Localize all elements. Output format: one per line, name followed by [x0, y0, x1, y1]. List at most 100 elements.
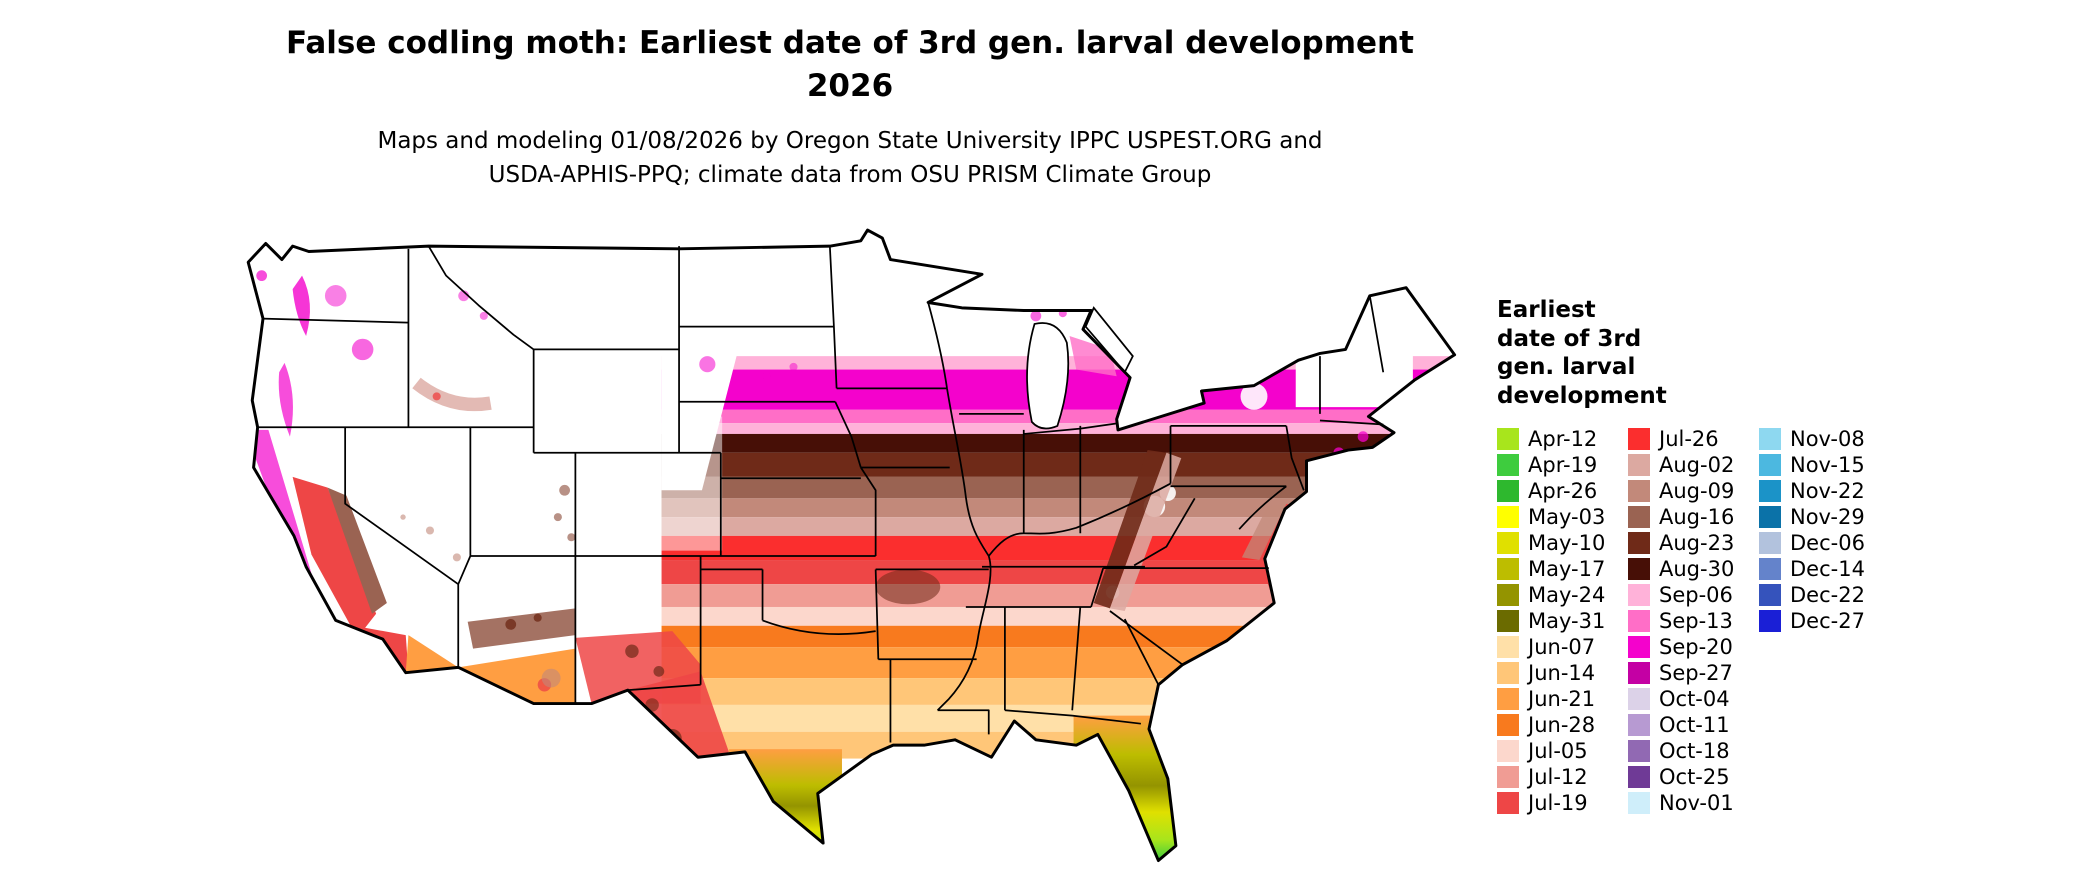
legend-swatch [1628, 428, 1650, 451]
legend-label: Oct-18 [1659, 739, 1730, 764]
legend-swatch [1628, 454, 1650, 477]
legend-swatch [1759, 610, 1781, 633]
legend-entry: Sep-20 [1628, 634, 1759, 660]
legend-entry: Jun-28 [1497, 712, 1628, 738]
legend-label: Jun-07 [1528, 635, 1596, 660]
legend-title-line3: gen. larval [1497, 354, 1636, 381]
legend-swatch [1628, 688, 1650, 711]
legend-swatch [1628, 636, 1650, 659]
legend-entry: Nov-15 [1759, 452, 1890, 478]
legend-label: Dec-06 [1790, 531, 1865, 556]
figure-title-line1: False codling moth: Earliest date of 3rd… [286, 25, 1414, 61]
legend-entry: Apr-12 [1497, 426, 1628, 452]
figure-subtitle: Maps and modeling 01/08/2026 by Oregon S… [0, 124, 1700, 193]
legend-label: Oct-25 [1659, 765, 1730, 790]
legend-label: Jul-12 [1528, 765, 1588, 790]
us-outline [246, 228, 1457, 862]
legend-entry: Jul-05 [1497, 738, 1628, 764]
legend-label: Dec-22 [1790, 583, 1865, 608]
legend-entry: Jul-19 [1497, 790, 1628, 816]
legend-label: May-24 [1528, 583, 1606, 608]
legend-entry: Dec-22 [1759, 582, 1890, 608]
legend-entry: May-17 [1497, 556, 1628, 582]
legend-swatch [1497, 480, 1519, 503]
legend-label: Oct-04 [1659, 687, 1730, 712]
legend-label: Nov-01 [1659, 791, 1734, 816]
lake-michigan [1026, 322, 1070, 430]
legend-entry: Oct-18 [1628, 738, 1759, 764]
legend-label: Aug-23 [1659, 531, 1735, 556]
legend-entry: Aug-09 [1628, 478, 1759, 504]
legend-entry: May-31 [1497, 608, 1628, 634]
legend-label: Sep-13 [1659, 609, 1733, 634]
legend-swatch [1497, 428, 1519, 451]
legend-label: Oct-11 [1659, 713, 1730, 738]
legend-label: Jun-14 [1528, 661, 1596, 686]
legend-label: Nov-22 [1790, 479, 1865, 504]
legend-entry: Oct-04 [1628, 686, 1759, 712]
legend-swatch [1759, 454, 1781, 477]
legend-swatch [1497, 584, 1519, 607]
legend-entry: May-24 [1497, 582, 1628, 608]
map-fill [248, 230, 1455, 861]
legend-label: Dec-14 [1790, 557, 1865, 582]
legend-label: Apr-19 [1528, 453, 1598, 478]
legend-entry: Jun-14 [1497, 660, 1628, 686]
legend-entry: May-10 [1497, 530, 1628, 556]
legend-label: May-03 [1528, 505, 1606, 530]
legend-label: Jun-21 [1528, 687, 1596, 712]
legend-label: Aug-16 [1659, 505, 1735, 530]
legend-swatch [1497, 454, 1519, 477]
legend-label: Sep-27 [1659, 661, 1733, 686]
legend-label: May-31 [1528, 609, 1606, 634]
legend-entry: May-03 [1497, 504, 1628, 530]
legend-label: May-10 [1528, 531, 1606, 556]
legend-swatch [1628, 792, 1650, 815]
legend-label: Jul-05 [1528, 739, 1588, 764]
legend-label: Dec-27 [1790, 609, 1865, 634]
legend-label: Nov-15 [1790, 453, 1865, 478]
legend-swatch [1628, 532, 1650, 555]
legend-swatch [1759, 584, 1781, 607]
legend-entry: Nov-29 [1759, 504, 1890, 530]
legend-label: Nov-29 [1790, 505, 1865, 530]
legend-swatch [1497, 662, 1519, 685]
legend-entry: Dec-06 [1759, 530, 1890, 556]
legend-title-line2: date of 3rd [1497, 325, 1642, 352]
map-regional-detail [254, 270, 1369, 861]
legend-swatch [1497, 636, 1519, 659]
legend-label: Aug-30 [1659, 557, 1735, 582]
legend-column-2: Jul-26 Aug-02 Aug-09 Aug-16 Aug-23 Aug-30 Sep-… [1628, 426, 1759, 816]
legend-swatch [1628, 610, 1650, 633]
legend-swatch [1759, 532, 1781, 555]
legend-swatch [1628, 766, 1650, 789]
legend-swatch [1628, 558, 1650, 581]
legend-entry: Aug-02 [1628, 452, 1759, 478]
legend-entry: Nov-08 [1759, 426, 1890, 452]
legend-entry: Jun-21 [1497, 686, 1628, 712]
legend-swatch [1759, 506, 1781, 529]
legend-label: Jul-26 [1659, 427, 1719, 452]
figure-header: False codling moth: Earliest date of 3rd… [0, 22, 1700, 193]
legend-entry: Sep-27 [1628, 660, 1759, 686]
figure-title-line2: 2026 [806, 67, 894, 104]
legend-entry: Aug-23 [1628, 530, 1759, 556]
legend-entry: Jul-26 [1628, 426, 1759, 452]
legend-label: Sep-06 [1659, 583, 1733, 608]
legend-label: Sep-20 [1659, 635, 1733, 660]
legend-entry: Jun-07 [1497, 634, 1628, 660]
figure-subtitle-line2: USDA-APHIS-PPQ; climate data from OSU PR… [488, 162, 1212, 189]
legend-entry: Dec-14 [1759, 556, 1890, 582]
legend-label: Nov-08 [1790, 427, 1865, 452]
legend-entry: Jul-12 [1497, 764, 1628, 790]
legend-label: Aug-02 [1659, 453, 1735, 478]
legend-entry: Dec-27 [1759, 608, 1890, 634]
legend-title-line4: development [1497, 382, 1667, 409]
legend-swatch [1628, 714, 1650, 737]
legend-entry: Sep-13 [1628, 608, 1759, 634]
legend-label: May-17 [1528, 557, 1606, 582]
legend-swatch [1628, 662, 1650, 685]
legend-swatch [1497, 688, 1519, 711]
legend-swatch [1759, 480, 1781, 503]
